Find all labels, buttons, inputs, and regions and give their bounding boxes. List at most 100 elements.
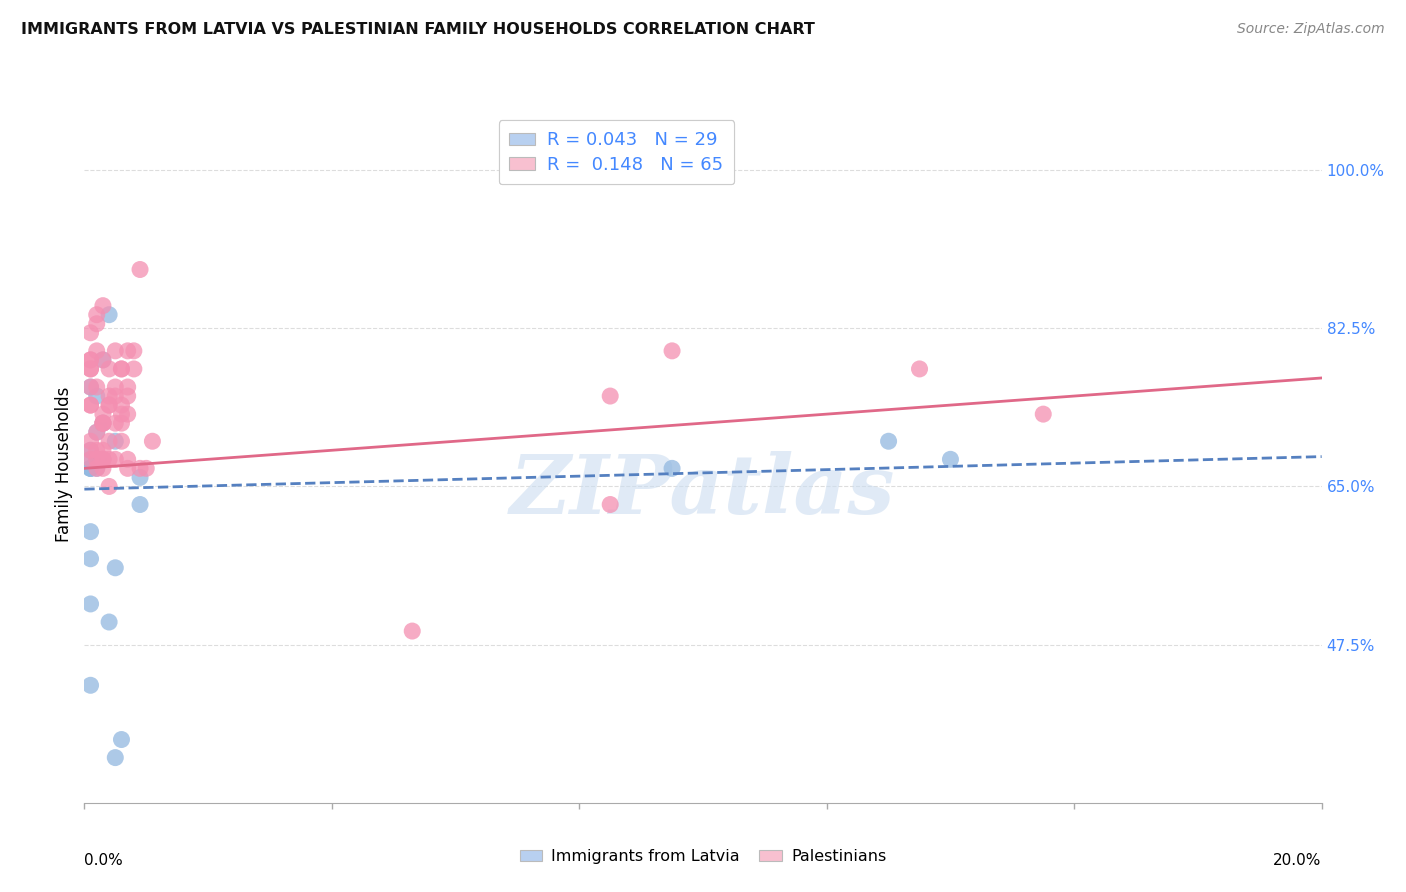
Point bbox=[79, 443, 101, 458]
Point bbox=[79, 398, 101, 412]
Point bbox=[104, 389, 127, 403]
Point bbox=[129, 461, 152, 475]
Point bbox=[79, 434, 101, 449]
Point bbox=[79, 380, 101, 394]
Point bbox=[86, 308, 108, 322]
Point bbox=[110, 732, 132, 747]
Text: ZIPatlas: ZIPatlas bbox=[510, 451, 896, 531]
Point bbox=[110, 416, 132, 430]
Point bbox=[86, 461, 108, 475]
Legend: Immigrants from Latvia, Palestinians: Immigrants from Latvia, Palestinians bbox=[513, 843, 893, 871]
Point bbox=[661, 343, 683, 358]
Point bbox=[79, 352, 101, 367]
Point bbox=[104, 750, 127, 764]
Text: 0.0%: 0.0% bbox=[84, 853, 124, 868]
Point bbox=[86, 425, 108, 440]
Point bbox=[98, 398, 121, 412]
Point bbox=[79, 678, 101, 692]
Point bbox=[122, 362, 145, 376]
Point bbox=[104, 561, 127, 575]
Point bbox=[91, 352, 114, 367]
Point bbox=[401, 624, 423, 638]
Point bbox=[79, 551, 101, 566]
Point bbox=[110, 407, 132, 421]
Point bbox=[91, 407, 114, 421]
Point bbox=[104, 380, 127, 394]
Point bbox=[79, 524, 101, 539]
Point bbox=[599, 498, 621, 512]
Point bbox=[79, 362, 101, 376]
Point bbox=[117, 452, 139, 467]
Point bbox=[79, 461, 101, 475]
Text: Source: ZipAtlas.com: Source: ZipAtlas.com bbox=[1237, 22, 1385, 37]
Point bbox=[104, 434, 127, 449]
Point bbox=[91, 416, 114, 430]
Point bbox=[117, 343, 139, 358]
Point bbox=[117, 389, 139, 403]
Point bbox=[98, 308, 121, 322]
Point bbox=[98, 615, 121, 629]
Point bbox=[86, 343, 108, 358]
Point bbox=[661, 461, 683, 475]
Point bbox=[79, 461, 101, 475]
Point bbox=[86, 452, 108, 467]
Point bbox=[98, 362, 121, 376]
Point bbox=[599, 389, 621, 403]
Point bbox=[91, 299, 114, 313]
Point bbox=[79, 398, 101, 412]
Point bbox=[104, 452, 127, 467]
Point bbox=[104, 343, 127, 358]
Point bbox=[86, 452, 108, 467]
Point bbox=[91, 452, 114, 467]
Point bbox=[98, 479, 121, 493]
Point bbox=[86, 443, 108, 458]
Point bbox=[86, 452, 108, 467]
Point bbox=[110, 398, 132, 412]
Point bbox=[98, 398, 121, 412]
Point bbox=[908, 362, 931, 376]
Point bbox=[110, 362, 132, 376]
Point bbox=[91, 416, 114, 430]
Point bbox=[86, 461, 108, 475]
Text: IMMIGRANTS FROM LATVIA VS PALESTINIAN FAMILY HOUSEHOLDS CORRELATION CHART: IMMIGRANTS FROM LATVIA VS PALESTINIAN FA… bbox=[21, 22, 815, 37]
Point bbox=[86, 317, 108, 331]
Point bbox=[117, 380, 139, 394]
Point bbox=[79, 452, 101, 467]
Point bbox=[117, 461, 139, 475]
Point bbox=[79, 380, 101, 394]
Point bbox=[129, 262, 152, 277]
Point bbox=[79, 352, 101, 367]
Point bbox=[129, 498, 152, 512]
Point bbox=[86, 425, 108, 440]
Point bbox=[141, 434, 163, 449]
Point bbox=[91, 416, 114, 430]
Point bbox=[79, 362, 101, 376]
Point bbox=[91, 443, 114, 458]
Point bbox=[98, 434, 121, 449]
Point bbox=[110, 362, 132, 376]
Text: 20.0%: 20.0% bbox=[1274, 853, 1322, 868]
Legend: R = 0.043   N = 29, R =  0.148   N = 65: R = 0.043 N = 29, R = 0.148 N = 65 bbox=[499, 120, 734, 185]
Point bbox=[110, 434, 132, 449]
Point bbox=[122, 343, 145, 358]
Point bbox=[79, 443, 101, 458]
Point bbox=[86, 380, 108, 394]
Point bbox=[91, 352, 114, 367]
Point bbox=[1032, 407, 1054, 421]
Point bbox=[79, 461, 101, 475]
Point bbox=[91, 461, 114, 475]
Y-axis label: Family Households: Family Households bbox=[55, 386, 73, 541]
Point bbox=[98, 389, 121, 403]
Point bbox=[117, 407, 139, 421]
Point bbox=[104, 416, 127, 430]
Point bbox=[98, 452, 121, 467]
Point bbox=[79, 452, 101, 467]
Point bbox=[91, 416, 114, 430]
Point bbox=[86, 389, 108, 403]
Point bbox=[129, 470, 152, 484]
Point bbox=[79, 597, 101, 611]
Point bbox=[79, 326, 101, 340]
Point bbox=[939, 452, 962, 467]
Point bbox=[135, 461, 157, 475]
Point bbox=[91, 452, 114, 467]
